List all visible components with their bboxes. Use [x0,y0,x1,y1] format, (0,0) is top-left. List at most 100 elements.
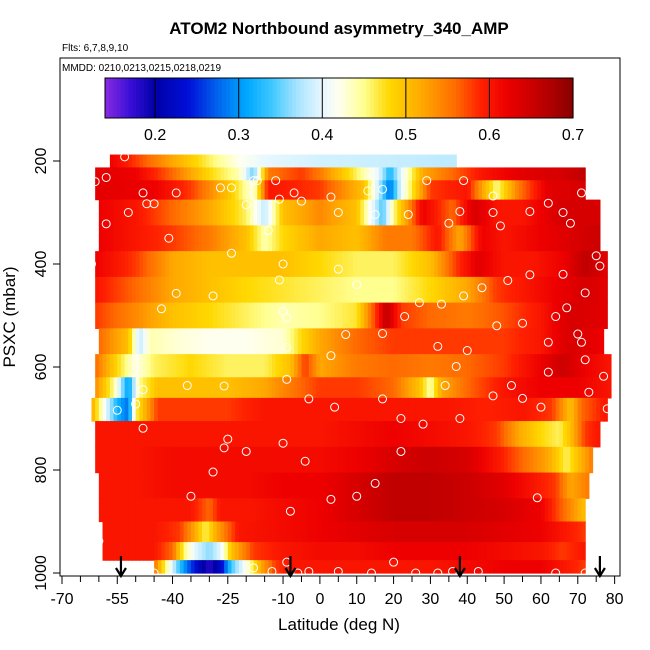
heatmap-cell [323,472,328,499]
heatmap-cell [367,354,373,378]
heatmap-cell [260,276,266,304]
heatmap-cell [378,251,384,278]
heatmap-cell [404,397,409,422]
heatmap-cell [577,521,583,543]
heatmap-cell [224,251,229,278]
heatmap-cell [393,498,398,523]
heatmap-cell [533,472,538,499]
heatmap-cell [430,542,435,561]
heatmap-cell [301,199,306,226]
heatmap-cell [470,302,476,329]
heatmap-cell [456,225,461,252]
heatmap-cell [260,302,266,329]
heatmap-cell [227,521,233,543]
heatmap-cell [205,521,210,543]
heatmap-cell [216,521,222,543]
heatmap-cell [308,397,314,422]
heatmap-cell [526,276,531,304]
heatmap-cell [459,225,465,252]
y-tick-label: 400 [33,251,50,278]
heatmap-cell [470,276,476,304]
heatmap-cell [242,521,247,543]
heatmap-cell [198,397,203,422]
heatmap-cell [294,542,299,561]
heatmap-cell [426,377,432,399]
heatmap-cell [356,328,362,355]
heatmap-cell [353,302,358,329]
heatmap-cell [290,397,295,422]
heatmap-cell [378,180,384,201]
heatmap-cell [113,225,118,252]
heatmap-cell [146,446,152,474]
heatmap-cell [330,180,336,201]
observation-point [249,563,259,573]
heatmap-cell [570,446,575,474]
heatmap-cell [485,377,490,399]
heatmap-cell [378,154,384,169]
heatmap-cell [202,251,207,278]
heatmap-cell [415,446,420,474]
observation-point [584,387,594,397]
heatmap-cell [397,377,402,399]
heatmap-cell [338,377,343,399]
heatmap-cell [279,542,284,561]
heatmap-cell [459,560,465,574]
heatmap-cell [467,276,472,304]
heatmap-cell [463,225,468,252]
heatmap-cell [393,328,398,355]
heatmap-cell [264,251,269,278]
heatmap-cell [168,354,174,378]
heatmap-cell [419,472,424,499]
heatmap-cell [242,542,247,561]
heatmap-cell [290,302,295,329]
heatmap-cell [423,251,428,278]
heatmap-cell [198,421,203,448]
heatmap-cell [109,154,115,169]
heatmap-cell [529,251,535,278]
heatmap-cell [124,397,129,422]
observation-point [289,188,299,198]
heatmap-cell [202,225,207,252]
heatmap-cell [412,560,417,574]
heatmap-cell [489,472,494,499]
heatmap-cell [301,521,306,543]
heatmap-cell [563,472,568,499]
heatmap-cell [452,225,457,252]
heatmap-cell [154,377,159,399]
heatmap-cell [518,377,524,399]
heatmap-cell [349,397,354,422]
heatmap-cell [544,276,549,304]
heatmap-cell [172,498,177,523]
heatmap-cell [205,167,210,181]
heatmap-cell [106,225,111,252]
heatmap-cell [305,421,310,448]
heatmap-cell [386,251,391,278]
heatmap-cell [301,560,306,574]
heatmap-cell [128,302,133,329]
heatmap-cell [382,251,387,278]
heatmap-cell [375,354,380,378]
heatmap-cell [364,302,369,329]
heatmap-cell [279,521,284,543]
heatmap-cell [364,199,369,226]
heatmap-cell [482,302,487,329]
heatmap-cell [308,542,314,561]
heatmap-cell [216,328,222,355]
observation-point [90,177,100,187]
heatmap-cell [437,498,443,523]
heatmap-cell [493,542,498,561]
heatmap-cell [360,154,365,169]
heatmap-cell [496,498,502,523]
heatmap-cell [235,154,240,169]
heatmap-cell [526,542,531,561]
heatmap-cell [209,446,214,474]
observation-point [599,371,609,381]
heatmap-cell [470,397,476,422]
heatmap-cell [98,498,104,523]
heatmap-cell [338,521,343,543]
heatmap-cell [146,302,152,329]
heatmap-cell [305,180,310,201]
heatmap-cell [544,560,549,574]
heatmap-cell [161,328,166,355]
heatmap-cell [172,328,177,355]
